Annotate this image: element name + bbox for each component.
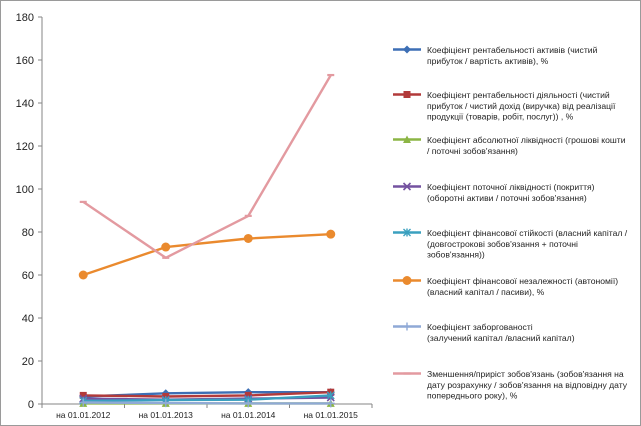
legend-label: прибуток / чистий дохід (виручка) від ре… <box>427 101 616 111</box>
y-tick-label: 180 <box>16 12 34 24</box>
legend: Коефіцієнт рентабельності активів (чисти… <box>393 45 628 401</box>
series-7-point <box>161 399 170 408</box>
y-tick-label: 100 <box>16 184 34 196</box>
legend-label: (власний капітал / пасиви), % <box>427 287 545 297</box>
series-line-2 <box>83 391 331 398</box>
series-6-point <box>243 233 253 243</box>
series-7-point-shape <box>244 399 253 408</box>
series-7-point <box>244 399 253 408</box>
series-7-point-shape <box>79 398 88 407</box>
legend-entry-7: Коефіцієнт заборгованості(залучений капі… <box>393 322 575 343</box>
legend-label: Коефіцієнт фінансової стійкості (власний… <box>427 228 628 238</box>
y-tick-label: 60 <box>22 270 34 282</box>
legend-label: Коефіцієнт абсолютної ліквідності (грошо… <box>427 135 626 145</box>
series-5-point-shape <box>326 391 335 400</box>
legend-swatch-marker <box>403 135 411 143</box>
series-7-point <box>326 399 335 408</box>
legend-swatch-marker <box>403 322 411 331</box>
legend-label: Коефіцієнт фінансової незалежності (авто… <box>427 276 618 286</box>
legend-entry-2: Коефіцієнт рентабельності діяльності (чи… <box>393 90 616 122</box>
series-line-6 <box>82 233 331 277</box>
legend-label: / поточні зобов'язання) <box>427 146 518 156</box>
legend-swatch-marker-shape <box>403 91 411 98</box>
plot-area <box>78 73 336 408</box>
legend-swatch-marker-shape <box>402 182 412 191</box>
legend-swatch-marker <box>402 182 412 191</box>
legend-entry-3: Коефіцієнт абсолютної ліквідності (грошо… <box>393 135 626 156</box>
x-tick-label: на 01.01.2014 <box>221 410 276 420</box>
legend-entry-1: Коефіцієнт рентабельності активів (чисти… <box>393 45 598 66</box>
y-tick-label: 0 <box>28 399 34 411</box>
legend-label: попереднього року), % <box>427 391 518 401</box>
legend-label: зобов'язання)) <box>427 250 485 260</box>
series-line-7 <box>83 401 331 405</box>
series-line-5 <box>83 394 331 402</box>
legend-label: (оборотні активи / поточні зобов'язання) <box>427 193 587 203</box>
legend-label: (довгострокові зобов'язання + поточні <box>427 239 578 249</box>
legend-entry-8: Зменшення/приріст зобов'язань (зобов'яза… <box>393 369 628 401</box>
legend-label: Коефіцієнт заборгованості <box>427 322 533 332</box>
series-2-point-shape <box>79 391 87 399</box>
series-6-point-shape <box>78 270 88 280</box>
legend-swatch-marker-shape <box>403 322 411 331</box>
legend-label: продукції (товарів, робіт, послуг)) , % <box>427 112 574 122</box>
series-6-point <box>78 270 88 280</box>
x-tick-label: на 01.01.2012 <box>56 410 111 420</box>
legend-label: Коефіцієнт рентабельності активів (чисти… <box>427 45 598 55</box>
legend-label: Коефіцієнт рентабельності діяльності (чи… <box>427 90 610 100</box>
legend-entry-4: Коефіцієнт поточної ліквідності (покритт… <box>393 182 595 203</box>
legend-swatch-marker <box>402 276 412 285</box>
series-6-point <box>326 229 336 239</box>
legend-label: Зменшення/приріст зобов'язань (зобов'яза… <box>427 369 624 379</box>
y-tick-label: 80 <box>22 227 34 239</box>
series-6-point-shape <box>326 229 336 239</box>
legend-label: (залучений капітал /власний капітал) <box>427 333 575 343</box>
series-2-point-shape <box>244 391 252 399</box>
legend-swatch-marker <box>403 228 411 237</box>
legend-swatch-marker-shape <box>402 276 412 285</box>
series-6-point-shape <box>243 233 253 243</box>
series-2-point <box>79 391 87 399</box>
legend-swatch-marker-shape <box>403 228 411 237</box>
legend-entry-5: Коефіцієнт фінансової стійкості (власний… <box>393 228 628 260</box>
series-7-point <box>79 398 88 407</box>
legend-entry-6: Коефіцієнт фінансової незалежності (авто… <box>393 276 618 297</box>
series-6-point-shape <box>161 242 171 252</box>
legend-label: Коефіцієнт поточної ліквідності (покритт… <box>427 182 595 192</box>
legend-swatch-marker-shape <box>403 45 411 54</box>
legend-swatch-marker-shape <box>403 135 411 143</box>
series-6-point <box>161 242 171 252</box>
y-tick-label: 40 <box>22 313 34 325</box>
legend-label: прибуток / вартість активів), % <box>427 56 549 66</box>
y-tick-label: 140 <box>16 98 34 110</box>
series-2-point <box>244 391 252 399</box>
legend-label: дату розрахунку / зобов'язання на відпов… <box>427 380 628 390</box>
y-tick-label: 160 <box>16 55 34 67</box>
x-tick-label: на 01.01.2013 <box>139 410 194 420</box>
legend-swatch-marker <box>403 45 411 54</box>
legend-swatch-marker <box>403 91 411 98</box>
series-5-point <box>326 391 335 400</box>
series-7-point-shape <box>326 399 335 408</box>
series-7-point-shape <box>161 399 170 408</box>
x-tick-label: на 01.01.2015 <box>304 410 359 420</box>
y-tick-label: 120 <box>16 141 34 153</box>
series-line-8 <box>82 74 332 259</box>
y-tick-label: 20 <box>22 356 34 368</box>
